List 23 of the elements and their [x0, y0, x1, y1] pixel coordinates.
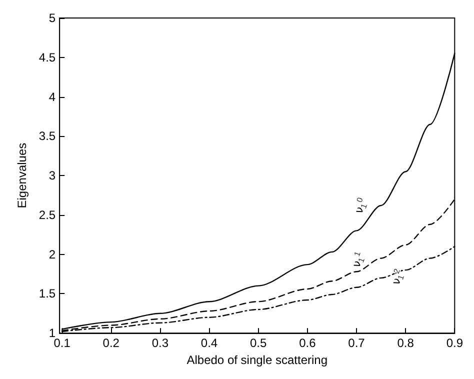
- y-tick-label: 4: [48, 90, 56, 104]
- y-tick-label: 3: [48, 168, 56, 183]
- y-tick-label: 5: [48, 11, 56, 25]
- x-axis-title: Albedo of single scattering: [186, 353, 328, 367]
- y-tick-label: 2.5: [38, 208, 56, 222]
- text: ν11: [350, 250, 367, 270]
- y-tick-label: 4.5: [38, 50, 56, 64]
- x-tick-label: 0.2: [102, 336, 120, 350]
- y-tick-label: 2: [48, 247, 56, 262]
- x-tick-label: 0.7: [348, 336, 366, 350]
- text: ν12: [389, 267, 406, 287]
- x-tick-label: 0.5: [250, 336, 268, 350]
- y-tick-label: 1: [48, 326, 56, 340]
- y-tick-label: 1.5: [38, 286, 56, 301]
- x-tick-label: 0.3: [152, 336, 169, 350]
- text: ν10: [352, 196, 370, 216]
- x-tick-label: 0.6: [299, 336, 316, 350]
- y-tick-label: 3.5: [38, 129, 56, 144]
- x-tick-label: 0.4: [200, 336, 218, 350]
- x-tick-label: 0.8: [397, 336, 414, 350]
- y-axis-title: Eigenvalues: [15, 142, 29, 208]
- x-tick-label: 0.1: [54, 336, 71, 350]
- x-tick-label: 0.9: [446, 336, 464, 350]
